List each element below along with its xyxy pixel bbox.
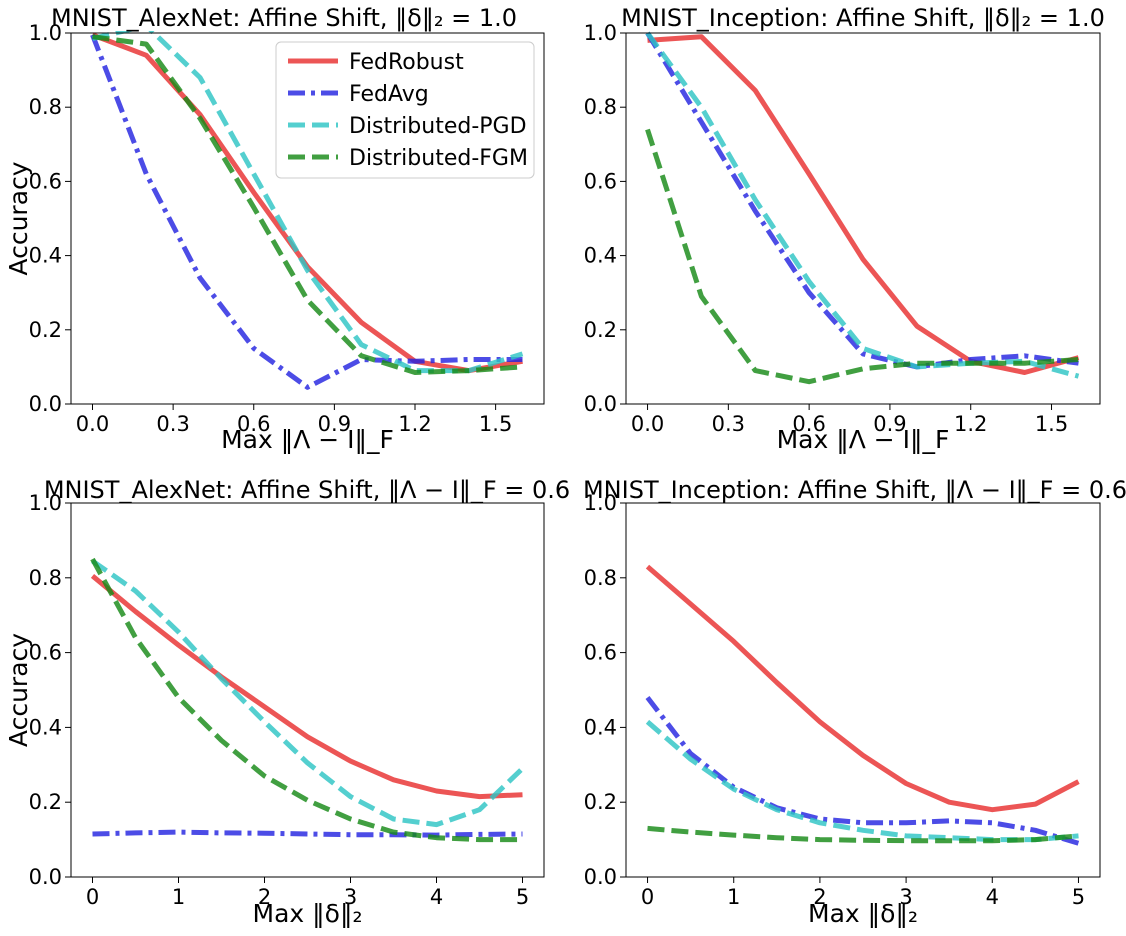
chart1-legend-label-4: Distributed-FGM — [349, 146, 528, 171]
chart1-x-axis-label: Max ‖Λ − I‖_F — [221, 425, 394, 454]
chart3-series-4-line — [90, 557, 523, 843]
chart2-x-tick-label: 0.3 — [712, 412, 745, 436]
chart3-x-tick-label: 1 — [172, 885, 185, 909]
chart1-y-tick-label: 1.0 — [29, 21, 62, 45]
chart2-frame — [625, 32, 1101, 405]
chart1-series-3-line — [91, 31, 524, 374]
chart4-series-2-line — [645, 695, 1080, 846]
chart3-series-2-line — [92, 829, 523, 838]
chart3-x-tick-label: 0 — [86, 885, 99, 909]
chart3-y-tick-label: 0.6 — [29, 641, 62, 665]
chart2-series-1-line — [647, 34, 1080, 375]
chart1-legend-box — [275, 41, 535, 179]
chart1-legend-label-1: FedRobust — [349, 50, 464, 75]
chart4-y-tick-label: 0.4 — [584, 715, 617, 739]
chart2-y-tick-label: 1.0 — [584, 21, 617, 45]
chart3-y-tick-label: 0.2 — [29, 790, 62, 814]
chart2-y-tick-label: 0.8 — [584, 95, 617, 119]
chart2-title: MNIST_Inception: Affine Shift, ‖δ‖₂ = 1.… — [621, 4, 1105, 32]
chart4-x-tick-label: 2 — [813, 885, 826, 909]
chart2-x-tick-label: 1.5 — [1035, 412, 1068, 436]
chart4-y-tick-label: 0.6 — [584, 641, 617, 665]
chart4-x-tick-label: 1 — [727, 885, 740, 909]
chart3-x-tick-label: 4 — [430, 885, 443, 909]
chart4-y-tick-label: 1.0 — [584, 491, 617, 515]
chart1-y-tick-label: 0.6 — [29, 169, 62, 193]
chart3-x-axis-label: Max ‖δ‖₂ — [253, 899, 363, 928]
chart1-y-tick-label: 0.0 — [29, 392, 62, 416]
chart1-title: MNIST_AlexNet: Affine Shift, ‖δ‖₂ = 1.0 — [51, 4, 517, 32]
chart2-y-tick-label: 0.2 — [584, 318, 617, 342]
chart2-x-tick-label: 0.9 — [873, 412, 906, 436]
chart1-y-axis-label: Accuracy — [4, 161, 33, 275]
chart1-x-tick-label: 1.2 — [398, 412, 431, 436]
chart2-x-axis-label: Max ‖Λ − I‖_F — [777, 425, 950, 454]
chart1-frame — [70, 32, 545, 405]
chart1-x-tick-label: 0.9 — [318, 412, 351, 436]
chart4-x-tick-label: 4 — [986, 885, 999, 909]
chart1-y-tick-label: 0.2 — [29, 318, 62, 342]
chart3-x-tick-label: 2 — [258, 885, 271, 909]
chart3-x-tick-label: 3 — [344, 885, 357, 909]
chart2-y-tick-label: 0.6 — [584, 169, 617, 193]
chart1-x-tick-label: 1.5 — [479, 412, 512, 436]
chart2-series-2-line — [645, 31, 1079, 370]
chart2-series-4-line — [645, 128, 1079, 385]
chart4-title: MNIST_Inception: Affine Shift, ‖Λ − I‖_F… — [583, 476, 1126, 504]
chart1-series-2-line — [90, 33, 523, 390]
chart1-y-tick-label: 0.8 — [29, 95, 62, 119]
chart3-y-tick-label: 1.0 — [29, 491, 62, 515]
chart2-series-3-line — [645, 31, 1080, 379]
chart2-y-tick-label: 0.4 — [584, 244, 617, 268]
chart1-series-4-line — [92, 34, 523, 375]
chart1-x-tick-label: 0.0 — [76, 412, 109, 436]
chart3-frame — [70, 502, 545, 878]
chart1-x-tick-label: 0.6 — [237, 412, 270, 436]
chart3-y-tick-label: 0.4 — [29, 715, 62, 739]
chart1-legend-label-3: Distributed-PGD — [349, 114, 527, 139]
chart3-y-tick-label: 0.8 — [29, 566, 62, 590]
chart-panel-1: 0.0 0.3 0.6 0.9 1.2 1.5 0.0 0.2 0.4 0.6 0.8 1.0MNIS… — [4, 4, 545, 454]
chart1-y-tick-label: 0.4 — [29, 244, 62, 268]
chart4-series-4-line — [647, 825, 1079, 844]
chart3-x-tick-label: 5 — [516, 885, 529, 909]
chart4-frame — [625, 502, 1101, 878]
chart4-x-tick-label: 5 — [1072, 885, 1085, 909]
chart4-series-1-line — [645, 564, 1080, 813]
chart3-series-3-line — [91, 558, 525, 828]
chart4-x-axis-label: Max ‖δ‖₂ — [808, 899, 918, 928]
chart1-legend-label-2: FedAvg — [349, 82, 429, 107]
chart2-x-tick-label: 1.2 — [954, 412, 987, 436]
chart2-x-tick-label: 0.6 — [792, 412, 825, 436]
chart2-y-tick-label: 0.0 — [584, 392, 617, 416]
chart3-y-tick-label: 0.0 — [29, 865, 62, 889]
chart4-y-tick-label: 0.8 — [584, 566, 617, 590]
chart-panel-4: 0 1 2 3 4 5 0.0 0.2 0.4 0.6 0.8 1.0MNIST_Inception:… — [583, 476, 1126, 928]
chart3-title: MNIST_AlexNet: Affine Shift, ‖Λ − I‖_F =… — [44, 476, 570, 504]
chart4-x-tick-label: 0 — [641, 885, 654, 909]
chart3-series-1-line — [90, 573, 523, 800]
chart1-legend: FedRobust FedAvg Distributed-PGD Distribute… — [275, 41, 535, 179]
chart2-x-tick-label: 0.0 — [631, 412, 664, 436]
chart-panel-2: 0.0 0.3 0.6 0.9 1.2 1.5 0.0 0.2 0.4 0.6 0.8 1.0MNIS… — [584, 4, 1105, 454]
chart4-y-tick-label: 0.0 — [584, 865, 617, 889]
chart1-x-tick-label: 0.3 — [156, 412, 189, 436]
chart4-y-tick-label: 0.2 — [584, 790, 617, 814]
chart3-y-axis-label: Accuracy — [4, 633, 33, 747]
chart4-series-3-line — [645, 719, 1079, 843]
chart4-x-tick-label: 3 — [899, 885, 912, 909]
